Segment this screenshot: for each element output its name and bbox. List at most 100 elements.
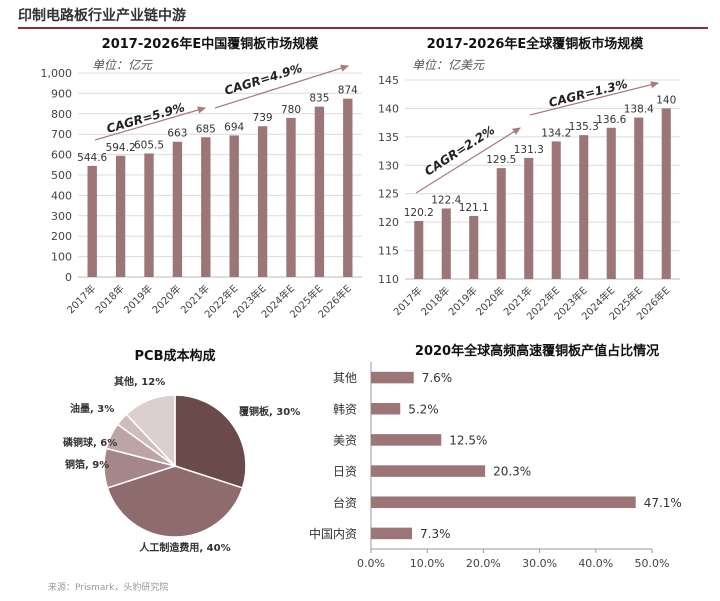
data-label: 663 [167,128,187,140]
data-label: 7.3% [420,527,451,541]
data-label: 121.1 [459,202,489,214]
category-label: 其他 [333,371,357,385]
data-label: 605.5 [134,139,164,151]
bar [144,153,154,277]
data-label: 5.2% [408,402,439,416]
x-tick-label: 10.0% [410,557,445,570]
data-label: 134.2 [541,127,571,139]
x-tick-label: 0.0% [357,557,385,570]
bar [524,157,534,279]
category-label: 美资 [333,433,357,447]
x-tick-label: 2018年 [92,282,126,316]
title-divider [18,27,708,29]
bar [257,126,268,277]
slice-label: 铜箔, 9% [65,458,109,471]
cagr-annotation: CAGR=2.2% [422,123,497,179]
x-tick-label: 2017年 [64,282,98,316]
bar [314,106,325,277]
y-tick-label: 115 [378,245,399,258]
slice-label: 油墨, 3% [70,402,114,415]
chart-title: 2017-2026年E全球覆铜板市场规模 [427,36,645,52]
x-tick-label: 50.0% [635,557,670,570]
y-tick-label: 140 [378,102,399,115]
data-label: 7.6% [422,371,453,385]
pie-slice [106,465,244,538]
data-label: 874 [338,85,358,97]
category-label: 台资 [333,495,357,510]
data-label: 594.2 [106,142,136,154]
y-tick-label: 135 [378,131,399,144]
bar [661,108,671,279]
chart-title: 2017-2026年E中国覆铜板市场规模 [102,36,320,52]
data-label: 135.3 [569,121,599,133]
x-tick-label: 40.0% [578,557,613,570]
data-label: 739 [253,112,273,124]
y-tick-label: 400 [51,189,72,202]
bar [201,137,211,277]
data-label: 835 [309,93,329,105]
y-tick-label: 125 [378,188,399,201]
y-tick-label: 130 [378,159,399,172]
data-label: 20.3% [493,465,531,479]
y-tick-label: 145 [378,74,399,87]
x-tick-label: 2020年 [473,284,507,318]
growth-arrow [415,127,522,194]
y-tick-label: 120 [378,216,399,229]
bar [414,221,424,279]
data-label: 120.2 [404,207,434,219]
y-tick-label: 800 [51,108,72,121]
y-tick-label: 300 [51,210,72,223]
bar [441,208,451,279]
bar [606,127,616,279]
bar [371,496,636,509]
growth-arrow [214,64,350,109]
bar [371,402,401,415]
bar [371,434,442,446]
y-tick-label: 0 [65,271,72,284]
x-tick-label: 2019年 [446,284,480,318]
bar [172,141,183,277]
data-label: 685 [196,123,216,135]
data-label: 780 [281,104,301,116]
bar [343,98,353,277]
y-tick-label: 700 [51,128,72,141]
data-label: 122.4 [431,194,461,206]
category-label: 中国内资 [309,526,357,541]
category-label: 日资 [333,465,357,479]
pie-slice [174,394,247,489]
y-tick-label: 100 [51,251,72,264]
bar [496,168,506,279]
bar [634,117,644,279]
growth-arrow [94,106,207,141]
source-note: 来源：Prismark，头豹研究院 [48,583,169,593]
bar [371,465,486,477]
x-tick-label: 20.0% [466,557,501,570]
x-tick-label: 2020年 [149,282,183,316]
bar [286,117,296,277]
cagr-annotation: CAGR=1.3% [547,77,629,110]
x-tick-label: 2017年 [391,284,425,318]
bar [551,141,561,279]
chart-global-ccl: 2017-2026年E全球覆铜板市场规模 单位：亿美元 120.2122.412… [378,36,680,323]
y-tick-label: 900 [51,87,72,100]
x-tick-label: 2019年 [121,282,155,316]
chart-title: 2020年全球高频高速覆铜板产值占比情况 [415,343,659,359]
bar [579,135,589,279]
y-tick-label: 110 [378,273,399,286]
chart-title: PCB成本构成 [135,348,216,364]
data-label: 138.4 [624,104,654,116]
chart-china-ccl: 2017-2026年E中国覆铜板市场规模 单位：亿元 544.6594.2605… [41,36,362,321]
category-label: 韩资 [333,401,357,416]
y-tick-label: 1,000 [41,67,73,80]
bar [371,371,414,384]
page-title: 印制电路板行业产业链中游 [18,8,186,24]
data-label: 47.1% [644,496,682,510]
slice-label: 其他, 12% [114,375,165,388]
bar [469,215,479,279]
slice-label: 磷铜球, 6% [63,436,117,449]
data-label: 136.6 [596,114,626,126]
bar [229,135,239,277]
y-tick-label: 200 [51,230,72,243]
data-label: 140 [656,94,676,106]
